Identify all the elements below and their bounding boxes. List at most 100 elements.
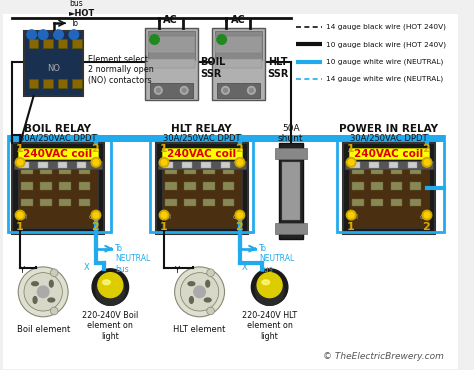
Text: 30A/250VAC DPDT: 30A/250VAC DPDT (163, 134, 240, 143)
FancyBboxPatch shape (162, 148, 242, 159)
Text: 220-240V HLT
element on
light: 220-240V HLT element on light (242, 311, 297, 341)
FancyBboxPatch shape (72, 79, 82, 88)
Text: To: To (71, 18, 79, 28)
FancyBboxPatch shape (282, 162, 301, 220)
Circle shape (98, 273, 123, 297)
FancyBboxPatch shape (215, 31, 262, 60)
FancyBboxPatch shape (184, 182, 196, 190)
Circle shape (257, 273, 282, 297)
FancyBboxPatch shape (203, 182, 215, 190)
Circle shape (249, 88, 253, 92)
FancyBboxPatch shape (40, 166, 52, 174)
Text: POWER IN RELAY: POWER IN RELAY (339, 124, 438, 134)
FancyBboxPatch shape (410, 199, 421, 206)
Ellipse shape (49, 280, 53, 287)
Text: BOIL RELAY: BOIL RELAY (24, 124, 91, 134)
Text: 2: 2 (235, 144, 243, 154)
Circle shape (181, 87, 188, 94)
FancyBboxPatch shape (14, 161, 102, 169)
Circle shape (15, 210, 25, 220)
Text: HLT
SSR: HLT SSR (268, 57, 289, 79)
Text: ►HOT: ►HOT (69, 9, 95, 18)
FancyBboxPatch shape (21, 166, 33, 174)
Circle shape (348, 212, 354, 218)
Circle shape (38, 30, 48, 40)
FancyBboxPatch shape (18, 148, 98, 159)
FancyBboxPatch shape (24, 31, 83, 96)
Circle shape (247, 87, 255, 94)
Text: 30A/250VAC DPDT: 30A/250VAC DPDT (350, 134, 428, 143)
FancyBboxPatch shape (19, 162, 29, 168)
Text: 2: 2 (91, 222, 99, 232)
Text: 2: 2 (422, 222, 430, 232)
Text: 14 gauge white wire (NEUTRAL): 14 gauge white wire (NEUTRAL) (326, 75, 444, 82)
Ellipse shape (33, 297, 37, 303)
Circle shape (251, 269, 288, 305)
FancyBboxPatch shape (275, 148, 307, 159)
FancyBboxPatch shape (182, 162, 192, 168)
Circle shape (346, 158, 356, 167)
Circle shape (156, 88, 160, 92)
Circle shape (422, 210, 432, 220)
Text: 10 gauge black wire (HOT 240V): 10 gauge black wire (HOT 240V) (326, 41, 447, 47)
Circle shape (207, 269, 214, 277)
FancyBboxPatch shape (77, 162, 86, 168)
FancyBboxPatch shape (410, 182, 421, 190)
Circle shape (91, 210, 101, 220)
Text: Y: Y (19, 266, 24, 275)
Ellipse shape (204, 298, 211, 302)
Text: 1: 1 (159, 144, 167, 154)
Text: coil: coil (233, 214, 245, 220)
FancyBboxPatch shape (352, 182, 364, 190)
FancyBboxPatch shape (158, 161, 246, 169)
FancyBboxPatch shape (221, 162, 230, 168)
Text: 1: 1 (15, 222, 23, 232)
FancyBboxPatch shape (59, 199, 71, 206)
FancyBboxPatch shape (43, 79, 53, 88)
FancyBboxPatch shape (21, 199, 33, 206)
Text: 220-240V Boil
element on
light: 220-240V Boil element on light (82, 311, 138, 341)
Circle shape (235, 158, 245, 167)
FancyBboxPatch shape (59, 166, 71, 174)
Ellipse shape (188, 282, 195, 286)
Circle shape (50, 307, 58, 315)
FancyBboxPatch shape (346, 161, 433, 169)
Text: X: X (83, 263, 89, 272)
Circle shape (424, 159, 430, 165)
Text: X: X (242, 263, 247, 272)
FancyBboxPatch shape (72, 38, 82, 48)
FancyBboxPatch shape (162, 167, 242, 228)
FancyBboxPatch shape (352, 166, 364, 174)
FancyBboxPatch shape (3, 14, 458, 369)
Circle shape (96, 276, 125, 305)
FancyBboxPatch shape (408, 162, 418, 168)
Circle shape (155, 87, 162, 94)
Ellipse shape (262, 280, 270, 285)
Circle shape (217, 35, 227, 44)
FancyBboxPatch shape (79, 166, 90, 174)
FancyBboxPatch shape (148, 36, 195, 53)
Circle shape (224, 88, 228, 92)
Ellipse shape (103, 280, 110, 285)
Ellipse shape (48, 298, 55, 302)
Text: To
NEUTRAL
bus: To NEUTRAL bus (259, 244, 294, 274)
FancyBboxPatch shape (369, 162, 379, 168)
FancyBboxPatch shape (165, 199, 176, 206)
FancyBboxPatch shape (349, 148, 429, 159)
FancyBboxPatch shape (344, 143, 435, 234)
FancyBboxPatch shape (29, 79, 38, 88)
Circle shape (422, 158, 432, 167)
Circle shape (159, 210, 169, 220)
Text: AC: AC (230, 15, 246, 25)
FancyBboxPatch shape (371, 166, 383, 174)
FancyBboxPatch shape (217, 83, 260, 98)
FancyBboxPatch shape (57, 162, 67, 168)
FancyBboxPatch shape (40, 182, 52, 190)
FancyBboxPatch shape (38, 162, 48, 168)
Text: 2: 2 (235, 222, 243, 232)
Circle shape (181, 273, 219, 311)
Text: 14 gauge black wire (HOT 240V): 14 gauge black wire (HOT 240V) (326, 24, 446, 30)
Text: AC: AC (164, 15, 178, 25)
Text: coil: coil (346, 214, 358, 220)
FancyBboxPatch shape (279, 143, 303, 239)
